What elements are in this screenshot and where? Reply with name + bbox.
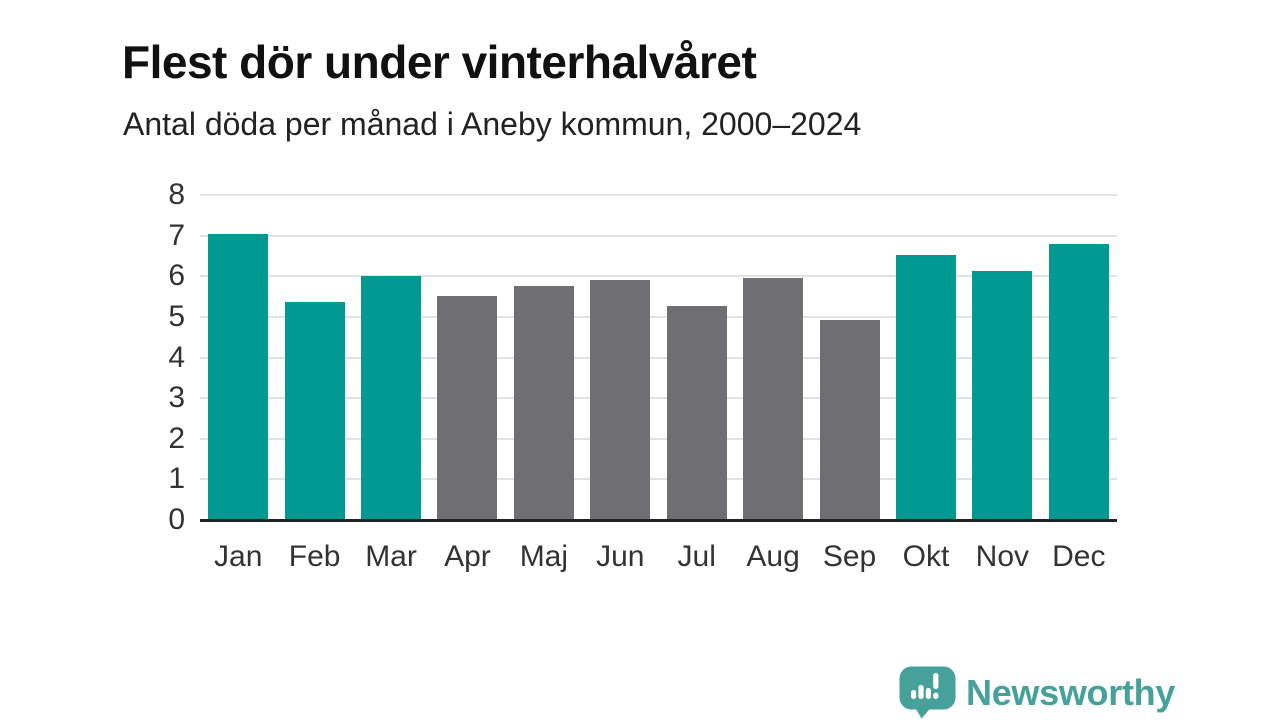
x-tick-label-maj: Maj — [519, 540, 569, 573]
x-tick-label-dec: Dec — [1052, 540, 1106, 573]
bar-jun — [590, 279, 651, 520]
x-tick-label-jun: Jun — [596, 540, 645, 573]
y-tick-label-6: 6 — [168, 259, 185, 293]
y-tick-label-7: 7 — [168, 218, 185, 252]
x-tick-label-feb: Feb — [288, 540, 341, 573]
y-tick-label-0: 0 — [168, 503, 185, 536]
x-axis-line — [200, 519, 1117, 522]
newsworthy-speech-bubble-chart-icon — [899, 666, 956, 719]
y-tick-label-8: 8 — [168, 178, 185, 211]
bar-nov — [972, 271, 1033, 520]
x-tick-label-sep: Sep — [822, 540, 877, 573]
y-tick-label-2: 2 — [168, 421, 185, 455]
y-tick-label-1: 1 — [168, 462, 185, 496]
x-tick-label-jul: Jul — [677, 540, 716, 573]
x-tick-label-mar: Mar — [365, 540, 417, 573]
gridline-8 — [200, 194, 1117, 196]
newsworthy-brand-text: Newsworthy — [966, 671, 1176, 713]
chart-subtitle: Antal döda per månad i Aneby kommun, 200… — [123, 106, 862, 142]
newsworthy-logo: Newsworthy — [899, 666, 1175, 719]
gridline-2 — [200, 437, 1117, 440]
bar-jul — [666, 305, 727, 520]
page-title: Flest dör under vinterhalvåret — [122, 35, 757, 88]
bar-aug — [743, 277, 804, 520]
bar-sep — [819, 320, 880, 520]
x-tick-label-okt: Okt — [902, 540, 950, 573]
y-tick-label-5: 5 — [168, 299, 185, 333]
x-tick-label-nov: Nov — [975, 540, 1030, 573]
gridline-5 — [200, 315, 1117, 318]
gridline-3 — [200, 397, 1117, 400]
x-tick-label-jan: Jan — [214, 540, 263, 573]
y-tick-label-3: 3 — [168, 381, 185, 415]
x-tick-label-apr: Apr — [444, 540, 491, 573]
bar-jan — [208, 234, 269, 520]
gridline-6 — [200, 275, 1117, 278]
y-tick-label-4: 4 — [168, 340, 185, 374]
bar-maj — [513, 286, 574, 520]
bar-apr — [437, 295, 498, 520]
bar-mar — [361, 276, 422, 520]
bar-feb — [284, 302, 345, 520]
gridline-7 — [200, 234, 1117, 237]
x-tick-label-aug: Aug — [746, 540, 800, 573]
gridline-4 — [200, 356, 1117, 359]
bar-okt — [895, 255, 956, 520]
gridline-1 — [200, 478, 1117, 481]
bar-dec — [1048, 243, 1109, 520]
